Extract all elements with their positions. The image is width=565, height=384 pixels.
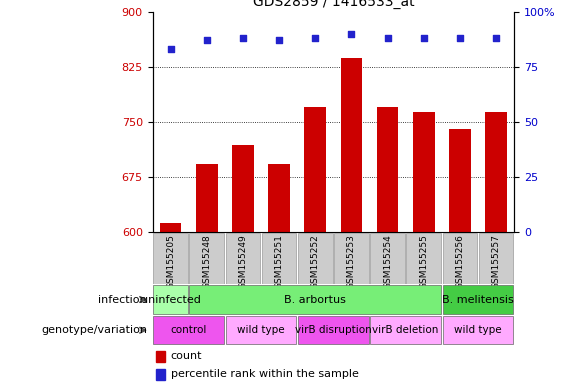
Bar bbox=[160, 223, 181, 232]
Bar bbox=[225, 316, 297, 344]
Bar bbox=[442, 285, 514, 314]
Point bbox=[202, 37, 211, 43]
Bar bbox=[153, 316, 224, 344]
Text: count: count bbox=[171, 351, 202, 361]
Text: GSM155249: GSM155249 bbox=[238, 234, 247, 289]
Bar bbox=[341, 58, 362, 232]
Text: wild type: wild type bbox=[454, 325, 502, 335]
Text: GSM155205: GSM155205 bbox=[166, 234, 175, 289]
Bar bbox=[298, 233, 333, 284]
Point bbox=[419, 35, 428, 41]
Title: GDS2859 / 1416533_at: GDS2859 / 1416533_at bbox=[253, 0, 414, 9]
Point bbox=[311, 35, 320, 41]
Bar bbox=[153, 233, 188, 284]
Text: virB disruption: virB disruption bbox=[295, 325, 372, 335]
Text: GSM155255: GSM155255 bbox=[419, 234, 428, 289]
Bar bbox=[442, 233, 477, 284]
Text: infection: infection bbox=[98, 295, 147, 305]
Bar bbox=[370, 316, 441, 344]
Text: GSM155251: GSM155251 bbox=[275, 234, 284, 289]
Text: genotype/variation: genotype/variation bbox=[41, 325, 147, 335]
Point bbox=[492, 35, 501, 41]
Bar bbox=[442, 316, 514, 344]
Bar bbox=[334, 233, 369, 284]
Point bbox=[383, 35, 392, 41]
Text: GSM155254: GSM155254 bbox=[383, 234, 392, 289]
Text: control: control bbox=[171, 325, 207, 335]
Bar bbox=[196, 164, 218, 232]
Bar bbox=[298, 316, 369, 344]
Text: GSM155256: GSM155256 bbox=[455, 234, 464, 289]
Bar bbox=[449, 129, 471, 232]
Bar bbox=[232, 146, 254, 232]
Bar bbox=[225, 233, 260, 284]
Bar bbox=[156, 369, 165, 380]
Text: GSM155253: GSM155253 bbox=[347, 234, 356, 289]
Bar bbox=[189, 233, 224, 284]
Bar bbox=[406, 233, 441, 284]
Bar bbox=[189, 285, 441, 314]
Text: GSM155257: GSM155257 bbox=[492, 234, 501, 289]
Point bbox=[347, 30, 356, 36]
Bar bbox=[479, 233, 514, 284]
Bar bbox=[370, 233, 405, 284]
Bar bbox=[262, 233, 297, 284]
Point bbox=[238, 35, 247, 41]
Point bbox=[455, 35, 464, 41]
Text: GSM155252: GSM155252 bbox=[311, 234, 320, 289]
Bar bbox=[156, 351, 165, 362]
Bar bbox=[377, 107, 398, 232]
Text: uninfected: uninfected bbox=[141, 295, 201, 305]
Bar bbox=[153, 285, 188, 314]
Text: wild type: wild type bbox=[237, 325, 285, 335]
Bar bbox=[485, 113, 507, 232]
Point bbox=[275, 37, 284, 43]
Text: GSM155248: GSM155248 bbox=[202, 234, 211, 289]
Bar bbox=[413, 113, 434, 232]
Text: B. melitensis: B. melitensis bbox=[442, 295, 514, 305]
Point bbox=[166, 46, 175, 52]
Text: B. arbortus: B. arbortus bbox=[284, 295, 346, 305]
Text: virB deletion: virB deletion bbox=[372, 325, 439, 335]
Bar bbox=[268, 164, 290, 232]
Text: percentile rank within the sample: percentile rank within the sample bbox=[171, 369, 359, 379]
Bar bbox=[305, 107, 326, 232]
